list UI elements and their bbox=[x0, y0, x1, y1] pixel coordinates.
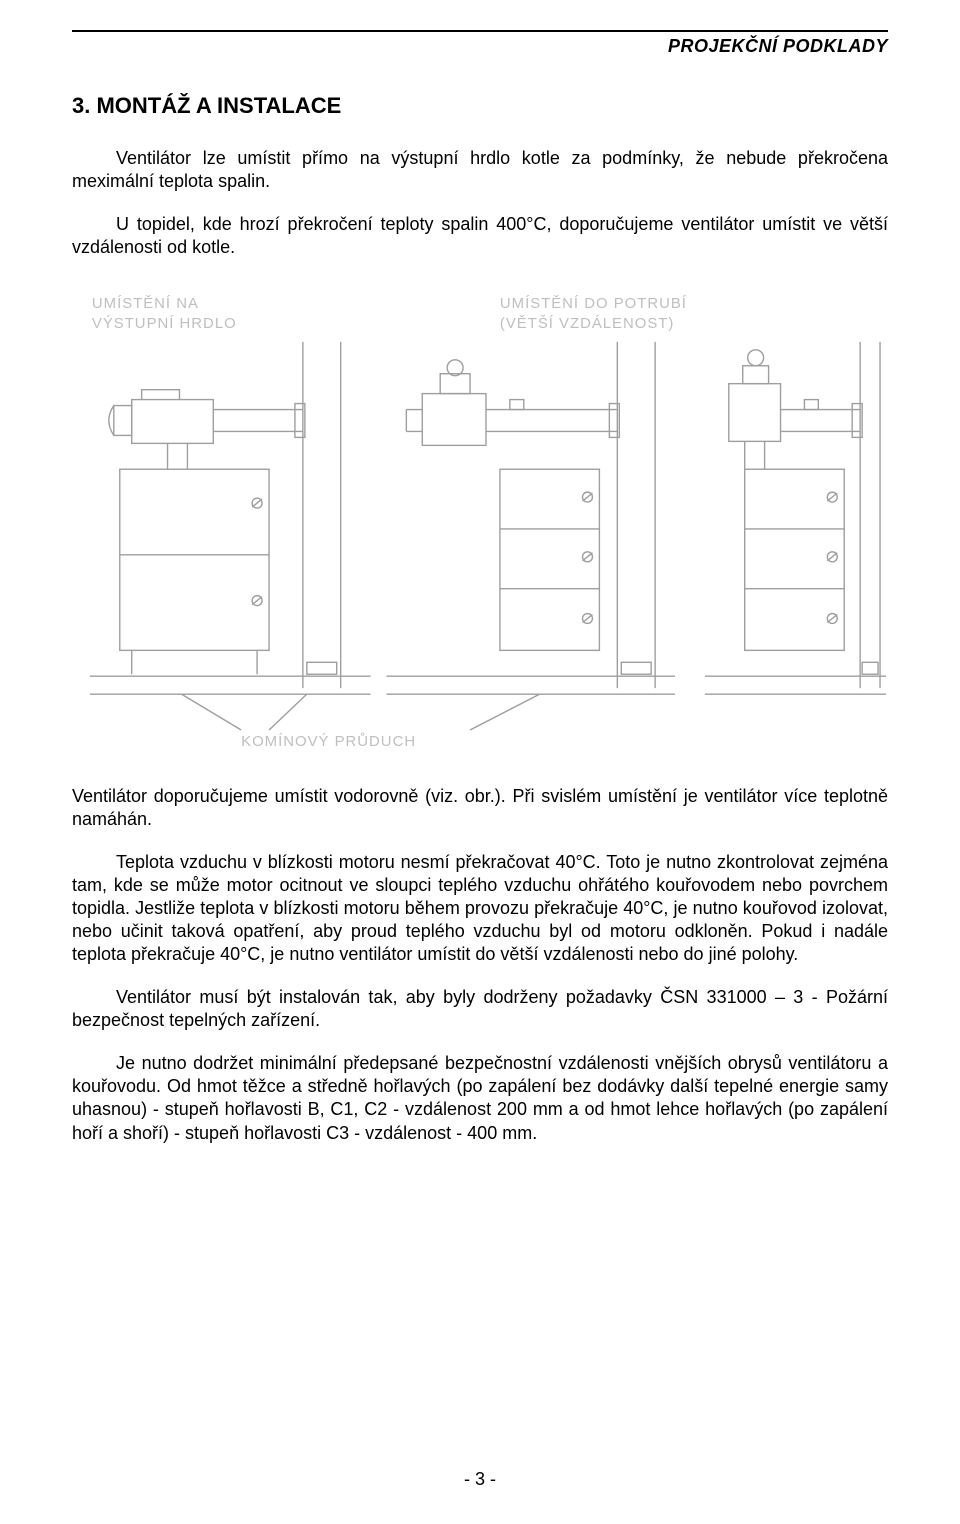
paragraph-6: Je nutno dodržet minimální předepsané be… bbox=[72, 1052, 888, 1144]
page-header: PROJEKČNÍ PODKLADY bbox=[72, 36, 888, 57]
paragraph-4: Teplota vzduchu v blízkosti motoru nesmí… bbox=[72, 851, 888, 966]
diagram-label-bottom: KOMÍNOVÝ PRŮDUCH bbox=[241, 732, 416, 750]
diagram-label-right-1: UMÍSTĚNÍ DO POTRUBÍ bbox=[500, 295, 687, 312]
paragraph-5: Ventilátor musí být instalován tak, aby … bbox=[72, 986, 888, 1032]
diagram-label-left-1: UMÍSTĚNÍ NA bbox=[92, 295, 199, 312]
diagram-label-right-2: (VĚTŠÍ VZDÁLENOST) bbox=[500, 315, 674, 332]
diagram-label-left-2: VÝSTUPNÍ HRDLO bbox=[92, 315, 237, 332]
paragraph-1: Ventilátor lze umístit přímo na výstupní… bbox=[72, 147, 888, 193]
page-footer: - 3 - bbox=[0, 1469, 960, 1490]
section-title: 3. MONTÁŽ A INSTALACE bbox=[72, 93, 888, 119]
header-rule bbox=[72, 30, 888, 32]
installation-diagram: UMÍSTĚNÍ NA VÝSTUPNÍ HRDLO UMÍSTĚNÍ DO P… bbox=[72, 279, 888, 759]
paragraph-3: Ventilátor doporučujeme umístit vodorovn… bbox=[72, 785, 888, 831]
paragraph-2: U topidel, kde hrozí překročení teploty … bbox=[72, 213, 888, 259]
